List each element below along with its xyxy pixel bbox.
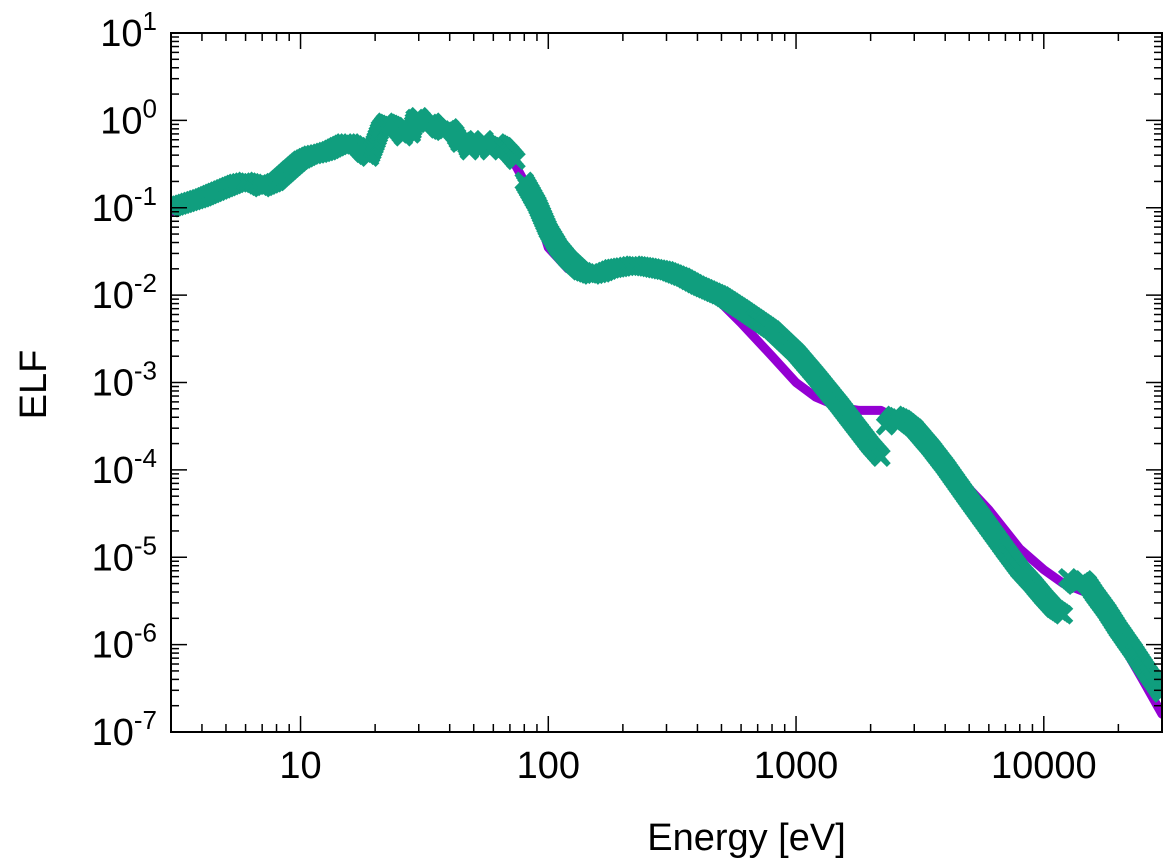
y-tick-label: 101 <box>100 6 157 55</box>
y-tick-label: 10-1 <box>92 181 157 230</box>
x-tick-label: 10 <box>279 745 321 787</box>
y-tick-label: 10-5 <box>92 530 157 579</box>
x-axis-label: Energy [eV] <box>647 817 846 858</box>
plot-series <box>171 106 1162 719</box>
x-tick-label: 100 <box>517 745 580 787</box>
series-1 <box>171 106 1162 703</box>
y-tick-label: 100 <box>100 93 157 142</box>
data-point <box>506 150 526 171</box>
x-tick-label: 10000 <box>991 745 1097 787</box>
y-tick-label: 10-3 <box>92 356 157 405</box>
x-axis: 10 100 1000 10000 <box>170 33 1163 787</box>
data-point <box>870 447 891 467</box>
y-tick-label: 10-6 <box>92 618 157 667</box>
y-tick-label: 10-2 <box>92 268 157 317</box>
y-tick-label: 10-4 <box>92 443 157 492</box>
x-tick-label: 1000 <box>754 745 839 787</box>
series-line <box>171 112 1162 719</box>
series-0 <box>171 112 1162 719</box>
plot-frame <box>170 32 1163 733</box>
y-axis: 10-7 10-6 10-5 10-4 10-3 10-2 10-1 100 101 <box>92 6 1162 754</box>
y-axis-label: ELF <box>13 350 55 420</box>
y-tick-label: 10-7 <box>92 705 157 754</box>
data-point <box>1152 683 1162 703</box>
data-point <box>1053 604 1074 625</box>
